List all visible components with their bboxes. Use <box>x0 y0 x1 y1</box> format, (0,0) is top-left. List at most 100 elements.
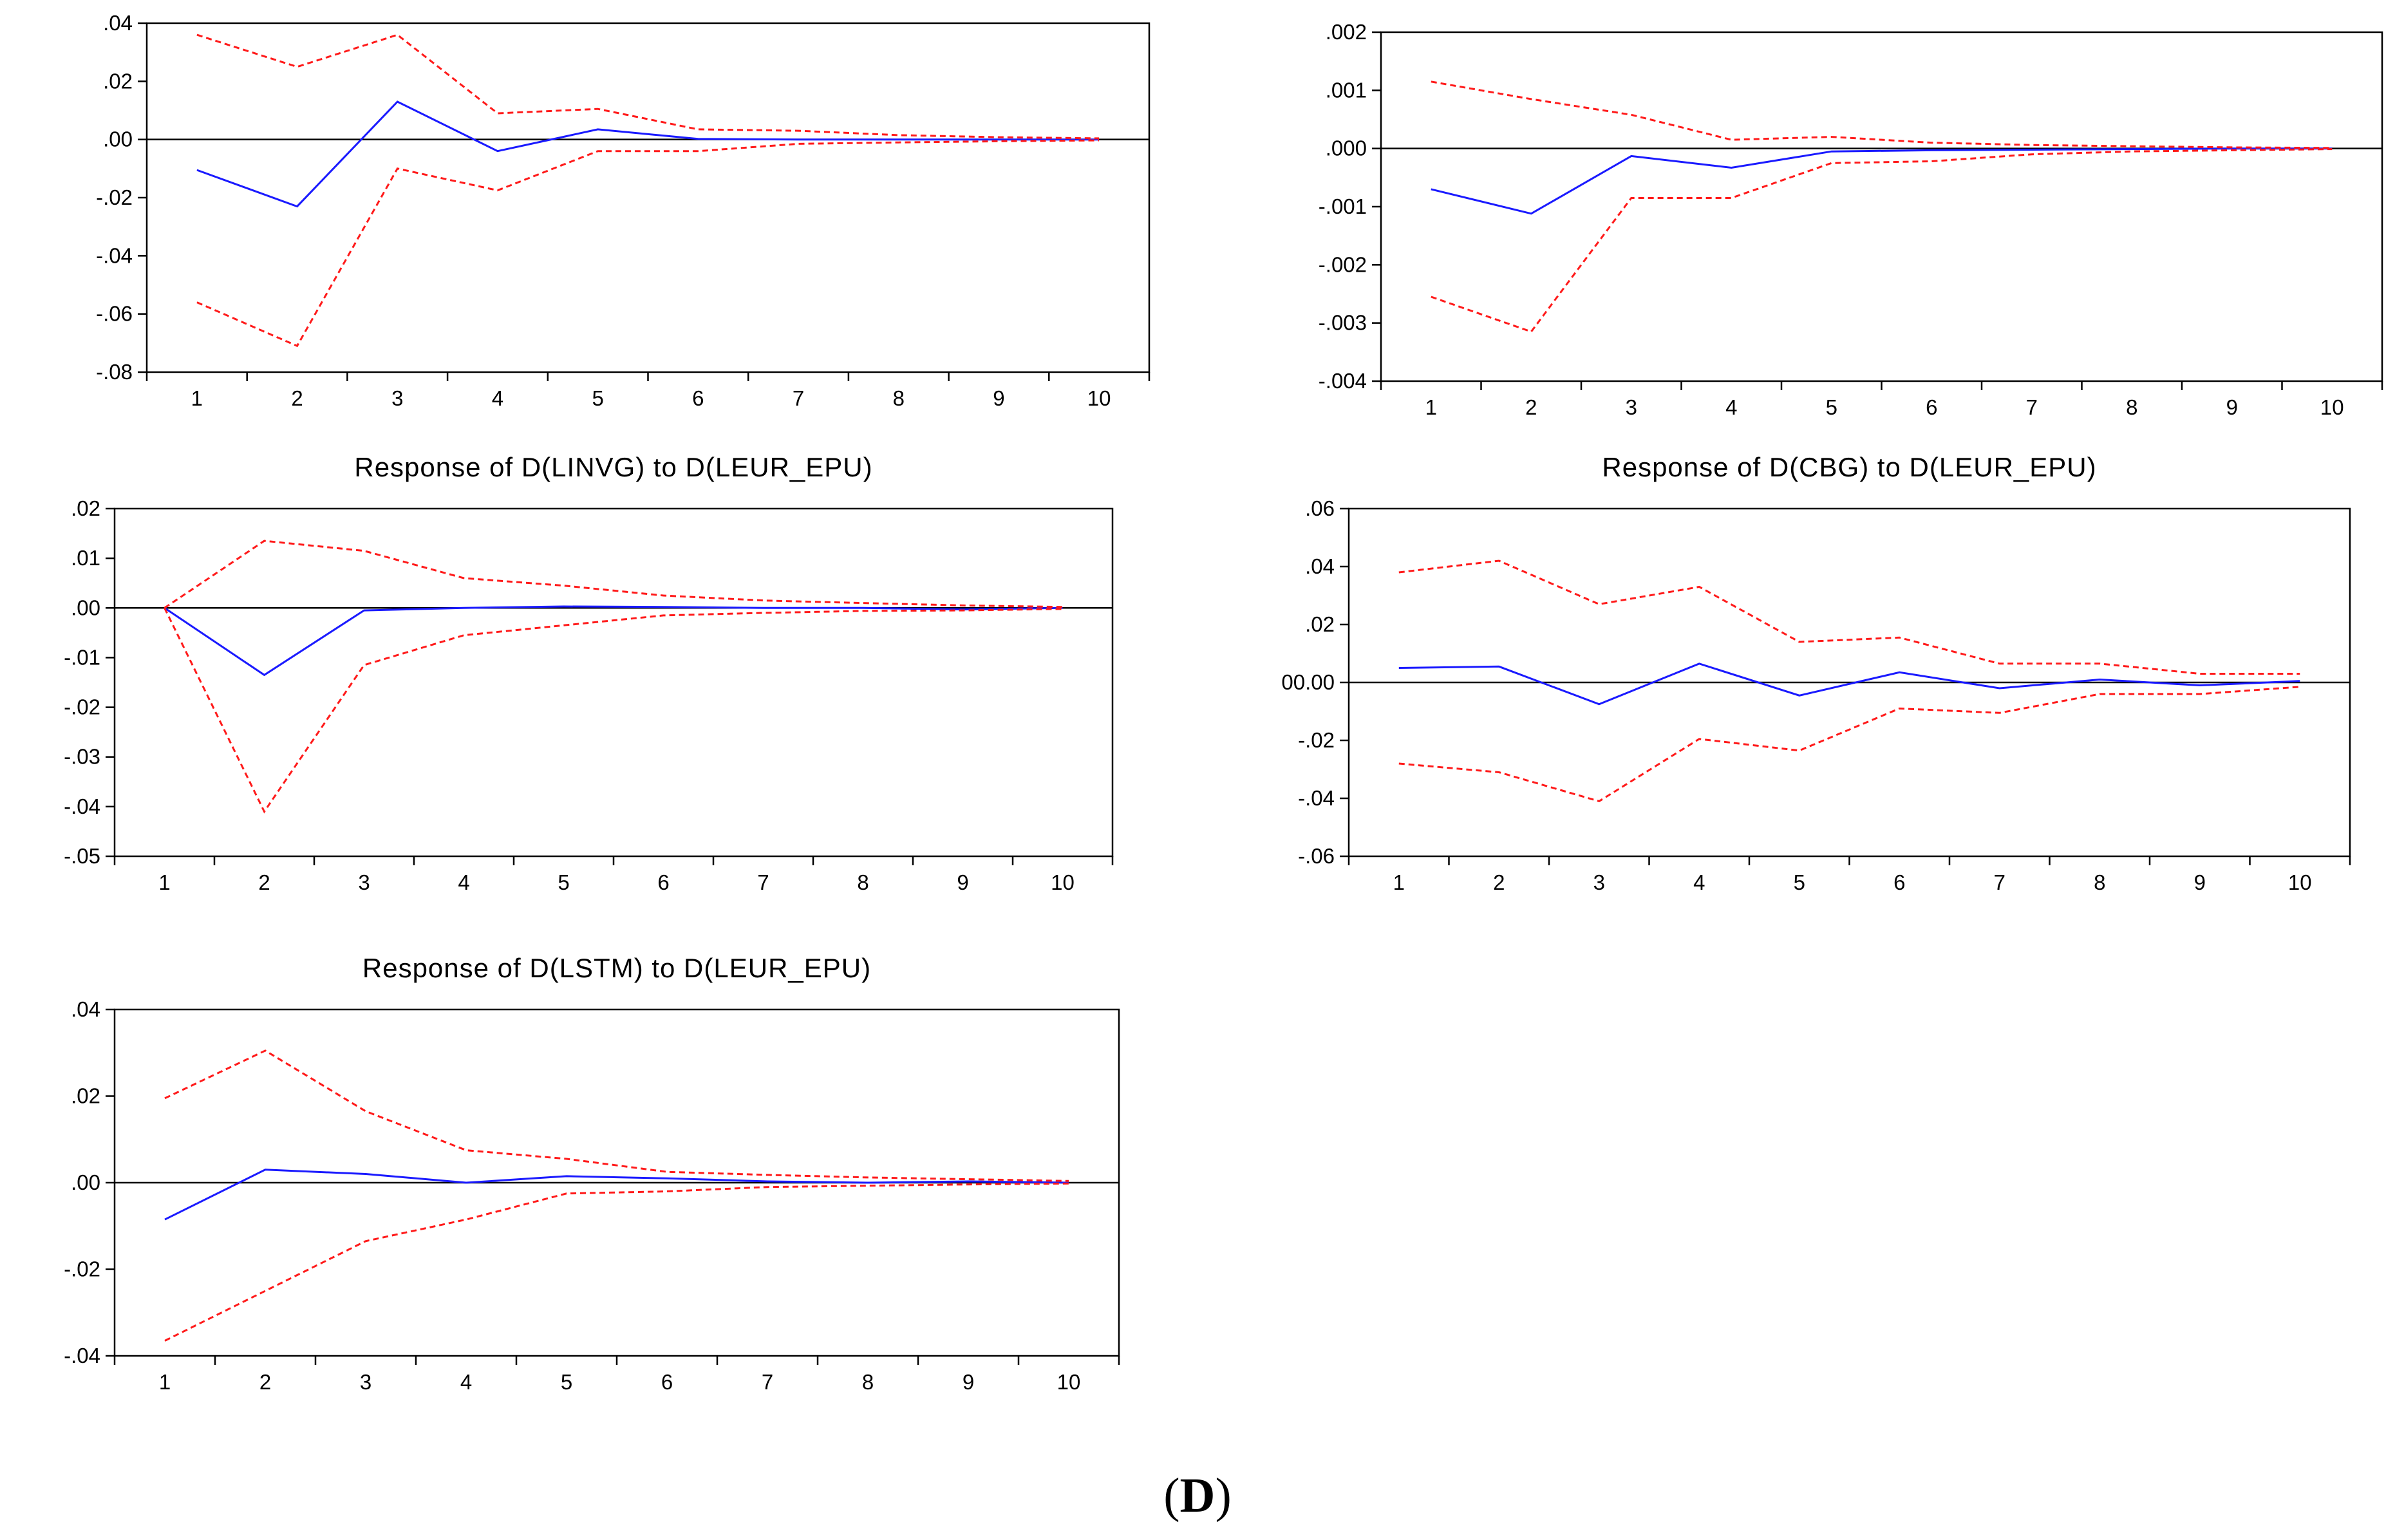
x-tick-label: 3 <box>1626 395 1637 419</box>
x-tick-label: 9 <box>993 386 1004 410</box>
x-tick-label: 6 <box>661 1370 673 1394</box>
chart-panel-cbg: Response of D(CBG) to D(LEUR_EPU) .06 .04.… <box>1281 452 2351 894</box>
y-tick-label: .000 <box>1326 136 1367 160</box>
y-tick-label: -.04 <box>1298 786 1335 810</box>
x-tick-label: 1 <box>1425 395 1437 419</box>
y-tick-label: -.06 <box>96 302 133 326</box>
x-tick-label: 6 <box>657 870 669 894</box>
y-tick-label: -.08 <box>96 360 133 384</box>
x-tick-label: 9 <box>2194 870 2206 894</box>
series-upper-line <box>164 540 1063 609</box>
x-tick-label: 7 <box>1994 870 2005 894</box>
x-tick-label: 2 <box>1525 395 1537 419</box>
y-tick-label: 00.00 <box>1281 670 1335 694</box>
y-tick-label: -.04 <box>64 1344 100 1367</box>
x-tick-label: 10 <box>2288 870 2312 894</box>
x-tick-label: 1 <box>191 386 203 410</box>
y-tick-label: -.001 <box>1319 194 1367 218</box>
caption-open-paren: ( <box>1163 1469 1180 1523</box>
y-tick-label: .02 <box>103 69 133 93</box>
series-lower-line <box>164 1182 1069 1342</box>
series-lower-line <box>1431 148 2333 333</box>
y-tick-label: -.01 <box>64 645 100 669</box>
x-tick-label: 8 <box>2126 395 2137 419</box>
series-lower-line <box>164 607 1063 814</box>
x-tick-label: 2 <box>291 386 303 410</box>
x-tick-label: 9 <box>963 1370 974 1394</box>
x-tick-label: 4 <box>1725 395 1737 419</box>
x-tick-label: 5 <box>1794 870 1805 894</box>
x-tick-label: 4 <box>492 386 503 410</box>
x-tick-label: 5 <box>558 870 569 894</box>
x-tick-label: 4 <box>460 1370 472 1394</box>
x-tick-label: 5 <box>592 386 603 410</box>
x-tick-label: 2 <box>1493 870 1505 894</box>
x-tick-label: 7 <box>793 386 804 410</box>
chart-title: Response of D(LINVG) to D(LEUR_EPU) <box>354 452 872 482</box>
series-lower-line <box>1398 686 2300 803</box>
y-tick-label: .01 <box>71 546 100 570</box>
y-tick-label: .00 <box>71 596 100 619</box>
series-upper-line <box>1431 80 2333 149</box>
x-tick-label: 1 <box>158 870 170 894</box>
y-tick-label: .001 <box>1326 78 1367 102</box>
caption-close-paren: ) <box>1215 1469 1232 1523</box>
y-tick-label: .00 <box>103 127 133 151</box>
y-tick-label: .00 <box>71 1170 100 1194</box>
x-tick-label: 8 <box>893 386 905 410</box>
series-upper-line <box>196 33 1100 140</box>
chart-title: Response of D(CBG) to D(LEUR_EPU) <box>1602 452 2096 482</box>
x-tick-label: 8 <box>862 1370 874 1394</box>
y-tick-label: -.02 <box>96 185 133 209</box>
x-tick-label: 4 <box>458 870 469 894</box>
y-tick-label: .02 <box>1305 612 1335 636</box>
y-tick-label: .04 <box>71 997 100 1021</box>
x-tick-label: 7 <box>762 1370 773 1394</box>
x-tick-label: 8 <box>857 870 869 894</box>
y-tick-label: .04 <box>1305 554 1335 578</box>
y-tick-label: .02 <box>71 1084 100 1108</box>
series-upper-line <box>164 1049 1069 1182</box>
chart-panel-2: .002 .001 .000 -.001 -.002 -.003 -.004 1 2 3 4 5 6 7 8… <box>1319 20 2383 419</box>
series-upper-line <box>1398 559 2300 675</box>
x-tick-label: 10 <box>2320 395 2344 419</box>
y-tick-label: .04 <box>103 11 133 35</box>
y-tick-label: -.05 <box>64 844 100 868</box>
x-tick-label: 1 <box>1393 870 1405 894</box>
y-tick-label: -.04 <box>64 794 100 818</box>
plot-frame <box>113 507 1114 858</box>
y-tick-label: .02 <box>71 496 100 520</box>
x-tick-label: 8 <box>2094 870 2105 894</box>
y-tick-label: -.003 <box>1319 311 1367 335</box>
y-tick-label: .06 <box>1305 496 1335 520</box>
series-response-line <box>196 100 1100 208</box>
figure-caption: (D) <box>0 1468 2395 1524</box>
x-tick-label: 3 <box>1593 870 1605 894</box>
chart-panel-lstm: Response of D(LSTM) to D(LEUR_EPU) .04 .02… <box>64 953 1120 1394</box>
x-tick-label: 10 <box>1051 870 1075 894</box>
x-tick-label: 3 <box>360 1370 371 1394</box>
caption-letter: D <box>1179 1469 1216 1523</box>
chart-title: Response of D(LSTM) to D(LEUR_EPU) <box>362 953 871 983</box>
x-tick-label: 6 <box>692 386 704 410</box>
plot-frame <box>1380 31 2383 382</box>
x-tick-label: 4 <box>1693 870 1705 894</box>
y-tick-label: -.06 <box>1298 844 1335 868</box>
y-tick-label: -.03 <box>64 745 100 769</box>
y-tick-label: -.004 <box>1319 369 1367 393</box>
y-tick-label: -.002 <box>1319 252 1367 276</box>
series-response-line <box>164 1169 1069 1221</box>
y-tick-label: -.02 <box>64 1257 100 1281</box>
x-tick-label: 5 <box>1826 395 1837 419</box>
x-tick-label: 9 <box>957 870 968 894</box>
x-tick-label: 6 <box>1893 870 1905 894</box>
series-response-line <box>164 605 1063 677</box>
x-tick-label: 3 <box>391 386 403 410</box>
x-tick-label: 10 <box>1057 1370 1081 1394</box>
x-tick-label: 7 <box>2026 395 2038 419</box>
y-tick-label: -.04 <box>96 243 133 267</box>
x-tick-label: 5 <box>561 1370 572 1394</box>
chart-panel-1: .04 .02 .00 -.02 -.04 -.06 -.08 1 2 3 4 5 6 7 8 9 10 <box>96 11 1151 410</box>
x-tick-label: 7 <box>757 870 769 894</box>
